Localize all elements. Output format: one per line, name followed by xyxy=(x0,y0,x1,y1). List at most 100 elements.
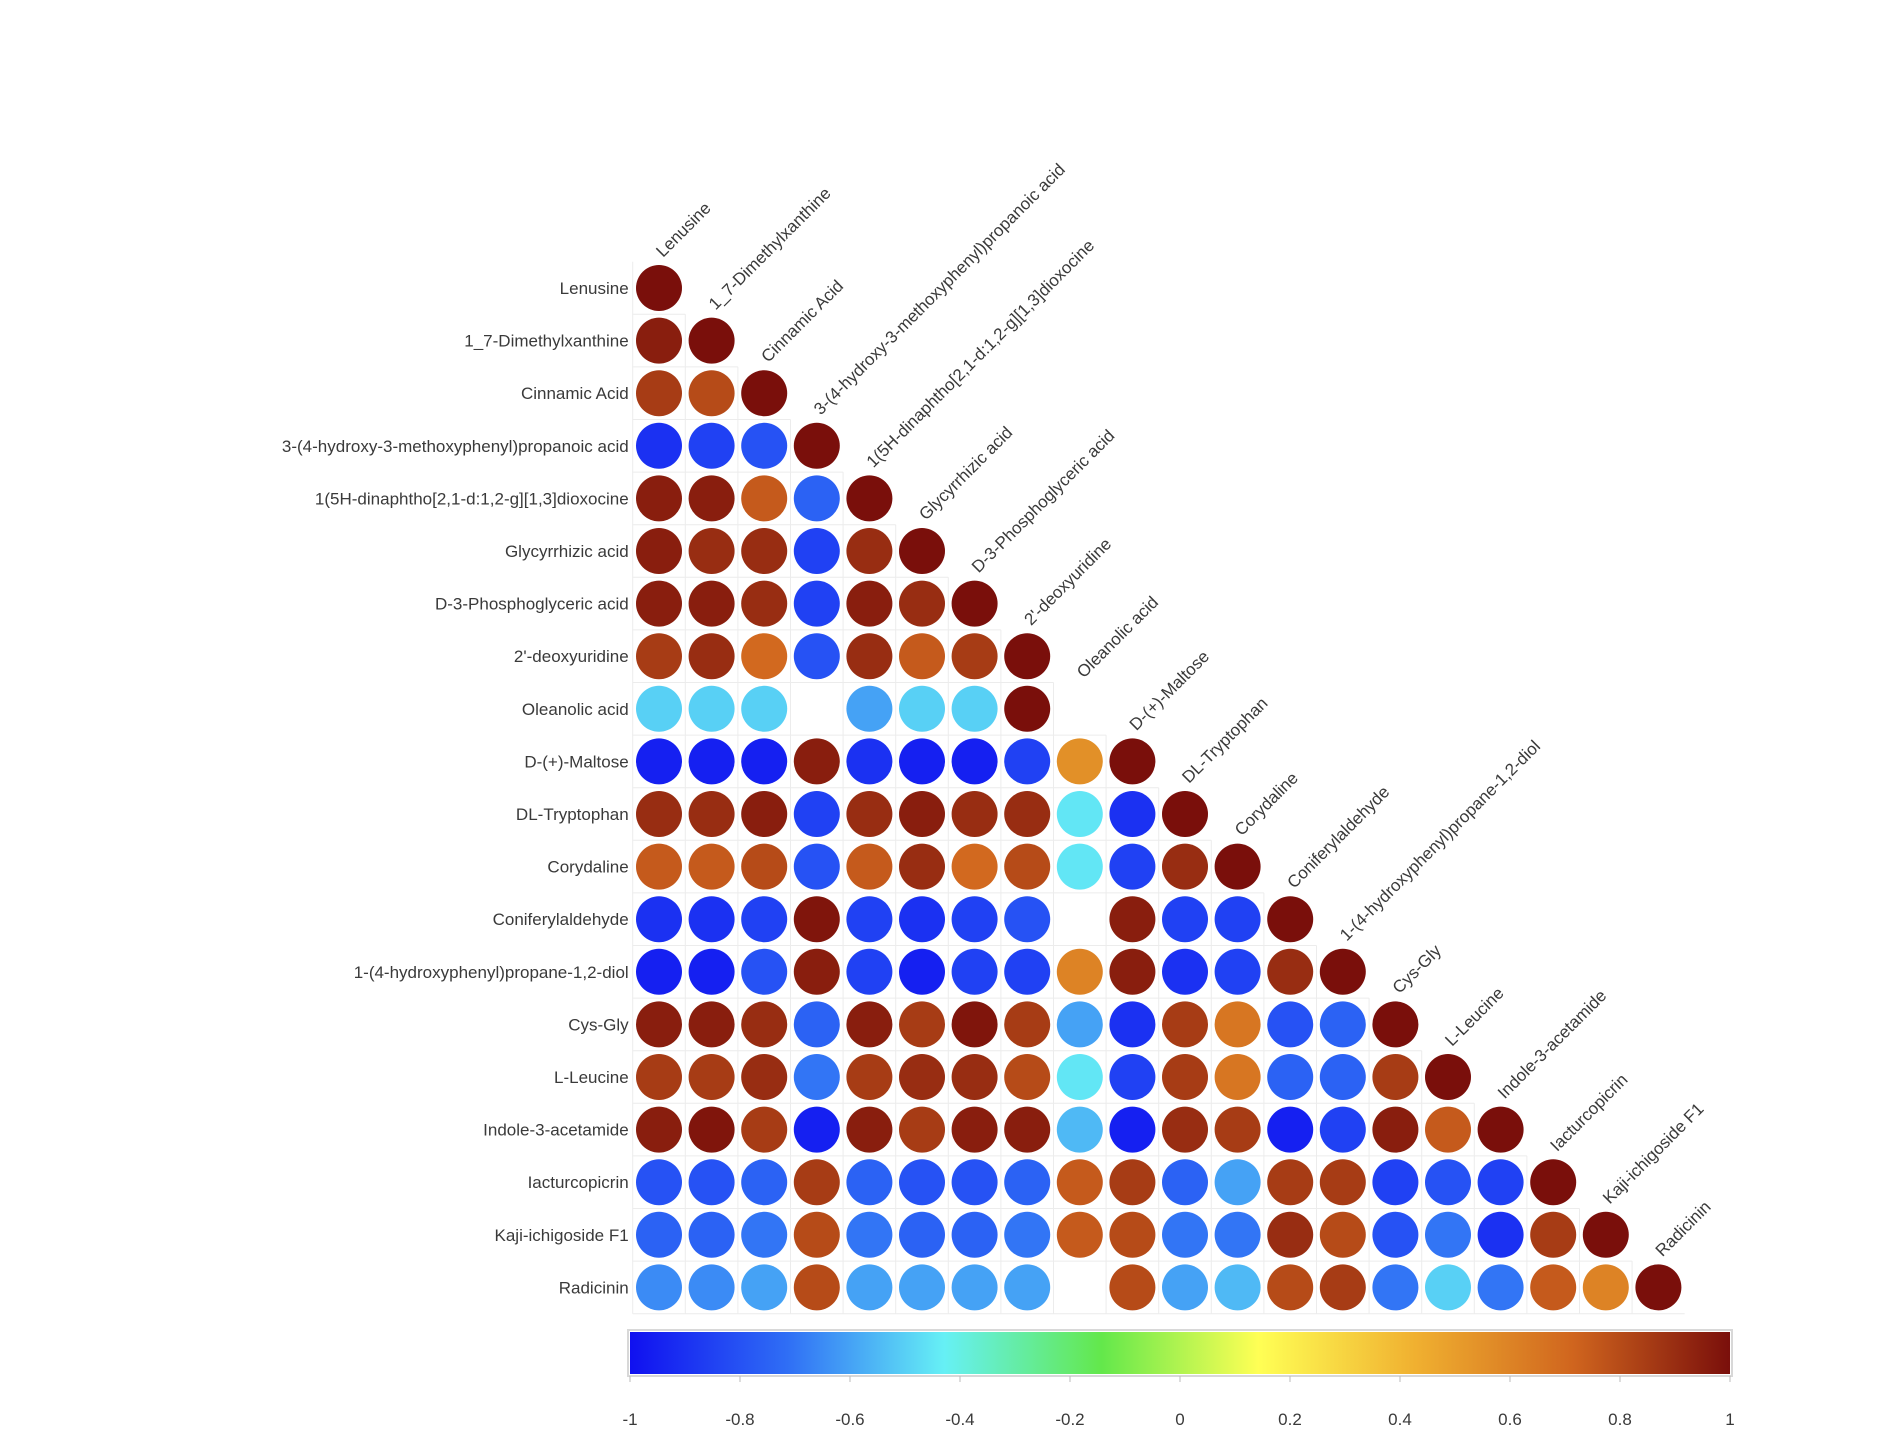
correlation-cell xyxy=(899,738,945,785)
correlation-cell xyxy=(1214,896,1261,943)
correlation-cell xyxy=(1372,1211,1419,1258)
correlation-cell xyxy=(846,1211,893,1258)
correlation-cell xyxy=(741,1264,788,1311)
correlation-cell xyxy=(1425,1211,1471,1258)
correlation-cell xyxy=(1004,1211,1051,1258)
correlation-cell xyxy=(688,843,735,890)
colorbar-tick-label: 0.2 xyxy=(1278,1410,1302,1429)
correlation-cell xyxy=(1162,843,1208,890)
correlation-cell xyxy=(1530,1211,1577,1258)
correlation-cell xyxy=(741,791,788,837)
row-labels: Lenusine 1_7-Dimethylxanthine Cinnamic Aci… xyxy=(282,279,629,1297)
colorbar-tick-label: 1 xyxy=(1725,1410,1734,1429)
correlation-cell xyxy=(899,528,945,574)
correlation-cell xyxy=(1004,843,1051,890)
colorbar-tick-label: -0.2 xyxy=(1055,1410,1084,1429)
correlation-cell xyxy=(1109,1054,1156,1100)
correlation-cell xyxy=(688,1054,735,1100)
column-label: Oleanolic acid xyxy=(1073,593,1162,682)
row-label: L-Leucine xyxy=(554,1068,629,1087)
correlation-cell xyxy=(688,1001,735,1048)
correlation-cell xyxy=(1004,1159,1051,1206)
correlation-cell xyxy=(793,1001,840,1048)
column-label: Radicinin xyxy=(1652,1197,1715,1260)
correlation-cell xyxy=(951,1001,998,1048)
grid-lines xyxy=(632,261,1685,1315)
column-label: D-(+)-Maltose xyxy=(1126,647,1213,734)
correlation-cell xyxy=(741,1106,788,1153)
correlation-cell xyxy=(1109,1001,1156,1048)
colorbar-tick-label: 0.6 xyxy=(1498,1410,1522,1429)
correlation-cell xyxy=(1056,1001,1103,1048)
correlation-cell xyxy=(1267,948,1314,995)
correlation-cell xyxy=(1214,1211,1261,1258)
correlation-cell xyxy=(741,738,788,785)
correlation-cell xyxy=(846,685,893,732)
correlation-cell xyxy=(1004,1054,1051,1100)
correlation-cell xyxy=(1162,896,1208,943)
correlation-cell xyxy=(1004,1264,1051,1311)
row-label: 1(5H-dinaphtho[2,1-d:1,2-g][1,3]dioxocin… xyxy=(315,489,629,508)
column-label: Cys-Gly xyxy=(1389,941,1446,998)
correlation-cell xyxy=(741,370,788,417)
correlation-cell xyxy=(688,738,735,785)
correlation-cell xyxy=(636,843,682,890)
colorbar-tick-label: 0.4 xyxy=(1388,1410,1412,1429)
correlation-cell xyxy=(636,1211,682,1258)
correlation-cell xyxy=(1372,1159,1419,1206)
correlation-cell xyxy=(636,948,682,995)
colorbar-tick-label: -0.8 xyxy=(725,1410,754,1429)
row-label: D-3-Phosphoglyceric acid xyxy=(435,595,629,614)
correlation-cells xyxy=(636,265,1682,1311)
correlation-cell xyxy=(741,1211,788,1258)
correlation-cell xyxy=(1109,1264,1156,1311)
correlation-cell xyxy=(793,633,840,680)
correlation-cell xyxy=(793,1159,840,1206)
correlation-cell xyxy=(1319,1106,1366,1153)
correlation-cell xyxy=(1109,1106,1156,1153)
correlation-cell xyxy=(1109,843,1156,890)
column-label: DL-Tryptophan xyxy=(1178,694,1271,787)
correlation-cell xyxy=(1056,738,1103,785)
correlation-cell xyxy=(899,948,945,995)
correlation-cell xyxy=(741,1054,788,1100)
correlation-cell xyxy=(1214,948,1261,995)
correlation-cell xyxy=(1162,1211,1208,1258)
correlation-cell xyxy=(1109,896,1156,943)
correlation-cell xyxy=(899,843,945,890)
correlation-cell xyxy=(1109,1159,1156,1206)
correlation-cell xyxy=(899,1159,945,1206)
correlation-cell xyxy=(1214,1106,1261,1153)
correlation-cell xyxy=(741,1159,788,1206)
correlation-cell xyxy=(1214,843,1261,890)
correlation-cell xyxy=(1267,1106,1314,1153)
correlation-cell xyxy=(951,738,998,785)
correlation-cell xyxy=(688,685,735,732)
correlation-cell xyxy=(688,1106,735,1153)
correlation-cell xyxy=(793,896,840,943)
correlation-cell xyxy=(1056,1211,1103,1258)
correlation-cell xyxy=(1056,948,1103,995)
correlation-cell xyxy=(1109,1211,1156,1258)
row-label: 3-(4-hydroxy-3-methoxyphenyl)propanoic a… xyxy=(282,437,629,456)
correlation-cell xyxy=(636,265,682,311)
colorbar xyxy=(627,1329,1733,1377)
correlation-cell xyxy=(1477,1159,1524,1206)
row-label: Indole-3-acetamide xyxy=(483,1121,629,1140)
correlation-cell xyxy=(1477,1106,1524,1153)
correlation-cell xyxy=(688,1159,735,1206)
correlation-cell xyxy=(688,580,735,627)
correlation-cell xyxy=(899,1264,945,1311)
correlation-cell xyxy=(846,1054,893,1100)
correlation-cell xyxy=(688,1264,735,1311)
correlation-cell xyxy=(688,896,735,943)
correlation-cell xyxy=(741,422,788,469)
row-label: Radicinin xyxy=(559,1278,629,1297)
column-label: Glycyrrhizic acid xyxy=(915,423,1016,524)
correlation-cell xyxy=(1162,1106,1208,1153)
correlation-cell xyxy=(1162,948,1208,995)
correlation-cell xyxy=(899,1054,945,1100)
correlation-cell xyxy=(793,1106,840,1153)
correlation-cell xyxy=(1004,791,1051,837)
